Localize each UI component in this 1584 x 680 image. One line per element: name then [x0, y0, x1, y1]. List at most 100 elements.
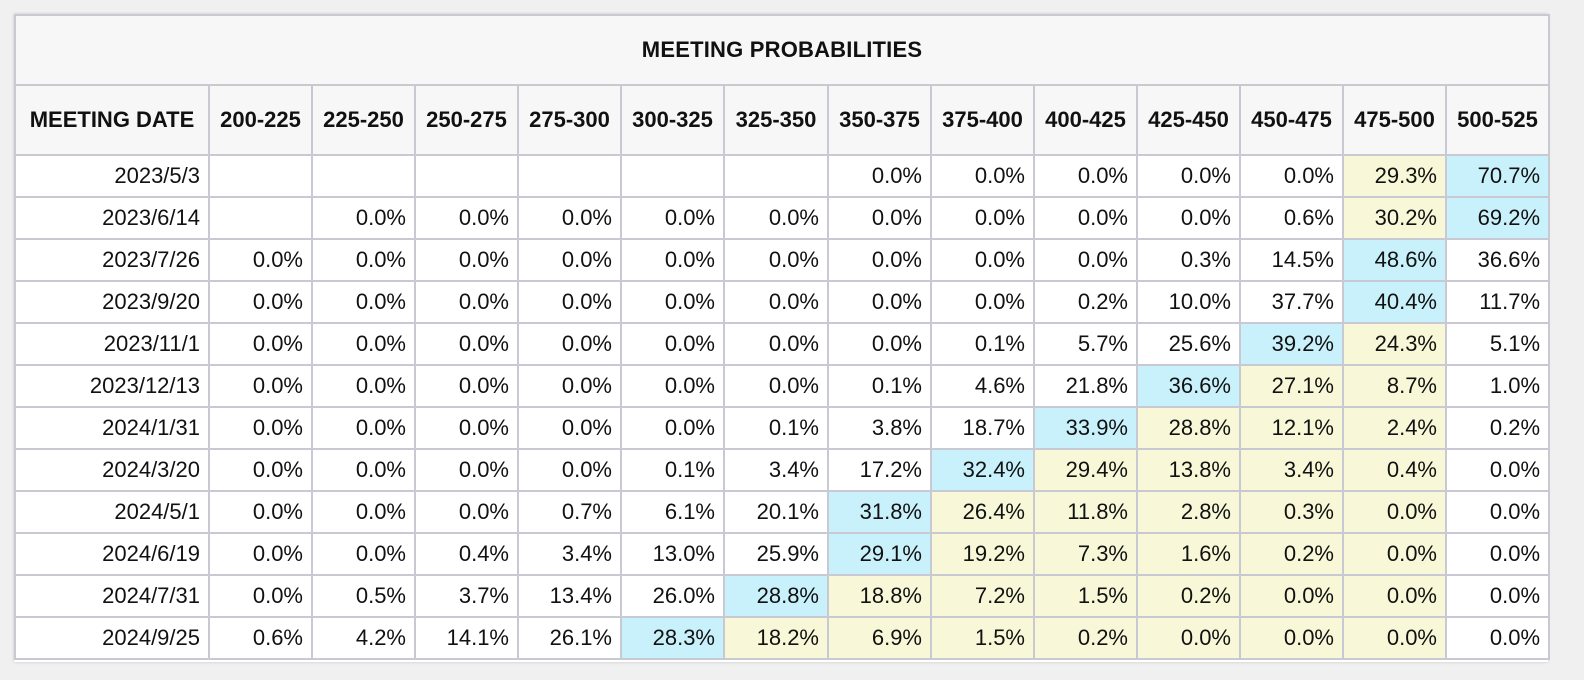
probability-cell: 0.0% — [620, 364, 725, 408]
probability-cell: 0.0% — [1033, 154, 1138, 198]
probability-cell: 0.0% — [827, 238, 932, 282]
probability-cell: 3.4% — [1239, 448, 1344, 492]
probability-cell: 0.2% — [1136, 574, 1241, 618]
probability-cell: 0.0% — [414, 406, 519, 450]
probability-cell — [517, 154, 622, 198]
probability-cell: 70.7% — [1444, 154, 1551, 198]
probability-cell: 0.0% — [1342, 616, 1447, 660]
table-row: 2023/11/1 0.0% 0.0% 0.0% 0.0% 0.0% 0.0% 0.0% 0.1… — [14, 322, 1551, 366]
probability-cell: 0.0% — [827, 154, 932, 198]
table-row: 2024/1/31 0.0% 0.0% 0.0% 0.0% 0.0% 0.1% 3.8% 18.… — [14, 406, 1551, 450]
column-header-row: MEETING DATE 200-225 225-250 250-275 275-300… — [14, 84, 1551, 156]
column-header-rate-range: 225-250 — [311, 84, 416, 156]
probability-cell: 0.0% — [1444, 574, 1551, 618]
probability-cell: 0.0% — [1444, 532, 1551, 576]
probability-cell: 4.6% — [930, 364, 1035, 408]
probability-cell: 0.0% — [827, 322, 932, 366]
probability-cell: 11.8% — [1033, 490, 1138, 534]
probability-cell: 18.7% — [930, 406, 1035, 450]
probability-cell: 0.0% — [311, 196, 416, 240]
probability-cell: 0.0% — [827, 280, 932, 324]
table-row: 2024/7/31 0.0% 0.5% 3.7% 13.4% 26.0% 28.8% 18.8… — [14, 574, 1551, 618]
table-row: 2024/9/25 0.6% 4.2% 14.1% 26.1% 28.3% 18.2% 6.9… — [14, 616, 1551, 660]
probability-cell: 30.2% — [1342, 196, 1447, 240]
probability-cell: 48.6% — [1342, 238, 1447, 282]
probability-cell: 0.0% — [930, 280, 1035, 324]
probability-cell: 28.3% — [620, 616, 725, 660]
probability-cell: 7.3% — [1033, 532, 1138, 576]
table-row: 2023/7/26 0.0% 0.0% 0.0% 0.0% 0.0% 0.0% 0.0% 0.0… — [14, 238, 1551, 282]
meeting-date-cell: 2023/9/20 — [14, 280, 210, 324]
meeting-date-cell: 2024/5/1 — [14, 490, 210, 534]
probability-cell: 0.0% — [1136, 154, 1241, 198]
probability-cell: 0.6% — [1239, 196, 1344, 240]
probability-cell: 3.4% — [723, 448, 829, 492]
probability-cell: 0.0% — [414, 448, 519, 492]
probability-cell: 0.0% — [1136, 196, 1241, 240]
column-header-rate-range: 500-525 — [1444, 84, 1551, 156]
probability-cell: 29.1% — [827, 532, 932, 576]
probability-cell: 18.8% — [827, 574, 932, 618]
probability-cell: 0.0% — [311, 280, 416, 324]
probability-cell: 32.4% — [930, 448, 1035, 492]
probability-cell: 0.0% — [723, 322, 829, 366]
column-header-rate-range: 450-475 — [1239, 84, 1344, 156]
probability-cell: 2.4% — [1342, 406, 1447, 450]
probability-cell: 69.2% — [1444, 196, 1551, 240]
probability-cell: 6.1% — [620, 490, 725, 534]
probability-cell: 25.6% — [1136, 322, 1241, 366]
probability-cell: 0.0% — [414, 238, 519, 282]
table-row: 2024/6/19 0.0% 0.0% 0.4% 3.4% 13.0% 25.9% 29.1%… — [14, 532, 1551, 576]
meeting-date-cell: 2024/6/19 — [14, 532, 210, 576]
probability-cell: 0.0% — [414, 280, 519, 324]
probability-cell — [620, 154, 725, 198]
probability-cell: 5.1% — [1444, 322, 1551, 366]
probability-cell: 0.0% — [723, 364, 829, 408]
probability-cell: 0.0% — [620, 280, 725, 324]
probability-cell: 0.0% — [620, 238, 725, 282]
probability-cell: 18.2% — [723, 616, 829, 660]
probability-cell: 0.0% — [930, 154, 1035, 198]
probability-cell: 0.6% — [208, 616, 313, 660]
probability-cell: 0.0% — [208, 490, 313, 534]
probability-cell: 24.3% — [1342, 322, 1447, 366]
probability-cell: 0.7% — [517, 490, 622, 534]
probability-cell: 19.2% — [930, 532, 1035, 576]
probability-cell: 0.2% — [1033, 280, 1138, 324]
probability-cell — [723, 154, 829, 198]
probability-cell: 6.9% — [827, 616, 932, 660]
probability-cell: 1.6% — [1136, 532, 1241, 576]
column-header-meeting-date: MEETING DATE — [14, 84, 210, 156]
probability-cell: 0.0% — [1342, 532, 1447, 576]
probability-cell: 0.0% — [1444, 490, 1551, 534]
table-body: 2023/5/3 0.0% 0.0% 0.0% 0.0% 0.0% 29.3% 70.7% 20… — [14, 154, 1551, 660]
probability-cell: 0.0% — [1444, 616, 1551, 660]
probability-cell: 0.0% — [1239, 616, 1344, 660]
meeting-probabilities-panel: MEETING PROBABILITIES MEETING DATE 200-22… — [13, 14, 1551, 662]
probability-cell: 0.0% — [827, 196, 932, 240]
meeting-date-cell: 2023/6/14 — [14, 196, 210, 240]
meeting-date-cell: 2023/7/26 — [14, 238, 210, 282]
probability-cell: 0.0% — [414, 196, 519, 240]
probability-cell: 0.0% — [517, 196, 622, 240]
probability-cell: 33.9% — [1033, 406, 1138, 450]
probability-cell: 0.2% — [1444, 406, 1551, 450]
probability-cell: 31.8% — [827, 490, 932, 534]
probability-cell: 0.0% — [208, 448, 313, 492]
probability-cell: 3.4% — [517, 532, 622, 576]
probability-cell: 0.0% — [620, 196, 725, 240]
probability-cell: 17.2% — [827, 448, 932, 492]
column-header-rate-range: 350-375 — [827, 84, 932, 156]
probability-cell: 26.4% — [930, 490, 1035, 534]
probability-cell: 28.8% — [723, 574, 829, 618]
probability-cell: 0.4% — [1342, 448, 1447, 492]
probability-cell: 1.0% — [1444, 364, 1551, 408]
probability-cell: 37.7% — [1239, 280, 1344, 324]
probability-cell: 40.4% — [1342, 280, 1447, 324]
probability-cell: 0.0% — [311, 448, 416, 492]
probability-cell: 0.2% — [1239, 532, 1344, 576]
probability-cell: 3.7% — [414, 574, 519, 618]
probability-cell: 14.1% — [414, 616, 519, 660]
probability-cell: 0.0% — [1444, 448, 1551, 492]
probability-cell: 0.0% — [208, 280, 313, 324]
